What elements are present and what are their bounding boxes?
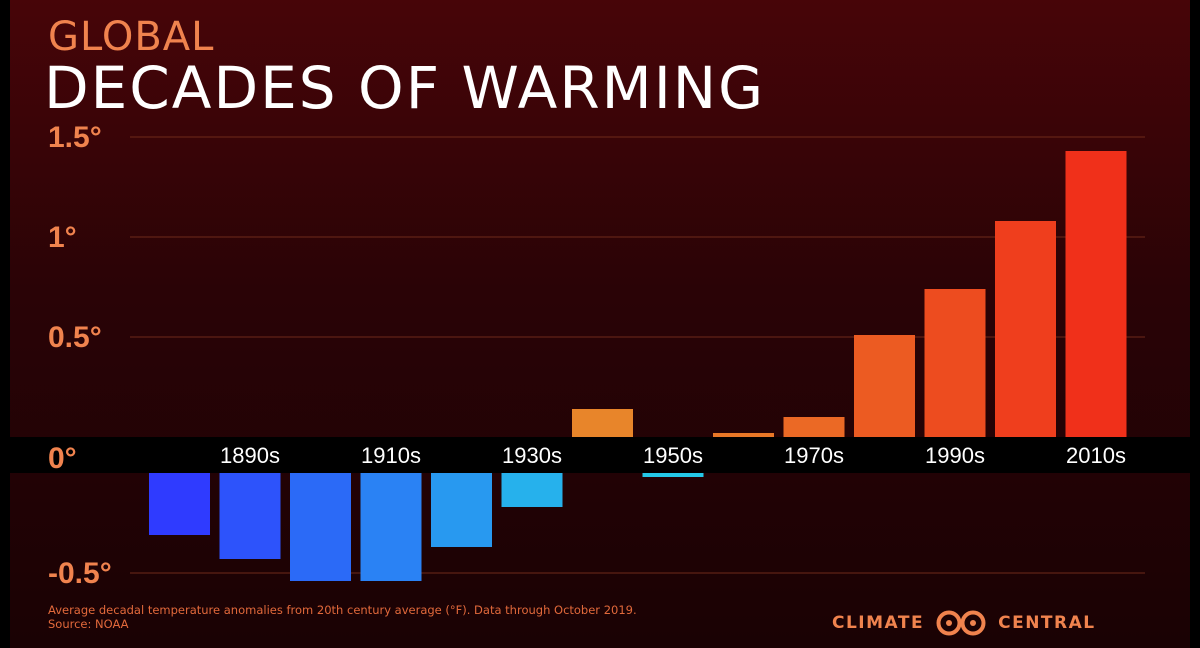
bar-2000s [995,221,1056,437]
bar-2010s [1065,151,1127,437]
y-tick-label: -0.5° [48,557,112,590]
right-border [1190,0,1200,648]
chart-title: DECADES OF WARMING [44,54,766,122]
bar-1910s [360,473,422,581]
bar-1880s [149,473,210,535]
bar-1980s [854,335,915,437]
x-tick-label: 1950s [643,443,703,468]
bar-1890s [219,473,281,559]
x-tick-label: 1930s [502,443,562,468]
y-tick-label: 0° [48,442,77,475]
bar-1970s [783,417,845,437]
bar-1990s [924,289,986,437]
left-border [0,0,10,648]
y-tick-label: 0.5° [48,321,102,354]
footnote-source: Source: NOAA [48,617,129,631]
bar-1960s [713,433,774,437]
chart-supertitle: GLOBAL [48,14,215,60]
footnote-note: Average decadal temperature anomalies fr… [48,603,637,617]
x-tick-label: 1890s [220,443,280,468]
brand-right-text: CENTRAL [998,613,1096,633]
bar-1930s [501,473,563,507]
zero-axis-band [0,437,1200,473]
bar-1950s [642,473,704,477]
bar-1900s [290,473,351,581]
footnote: Average decadal temperature anomalies fr… [48,603,637,631]
x-tick-label: 1910s [361,443,421,468]
y-tick-label: 1° [48,221,77,254]
x-tick-label: 2010s [1066,443,1126,468]
brand-left-text: CLIMATE [832,613,925,633]
linked-rings-icon [936,610,986,636]
y-tick-label: 1.5° [48,121,102,154]
x-tick-label: 1970s [784,443,844,468]
x-tick-label: 1990s [925,443,985,468]
bar-1920s [431,473,492,547]
climate-central-logo: CLIMATE CENTRAL [832,610,1096,636]
bar-1940s [572,409,633,437]
